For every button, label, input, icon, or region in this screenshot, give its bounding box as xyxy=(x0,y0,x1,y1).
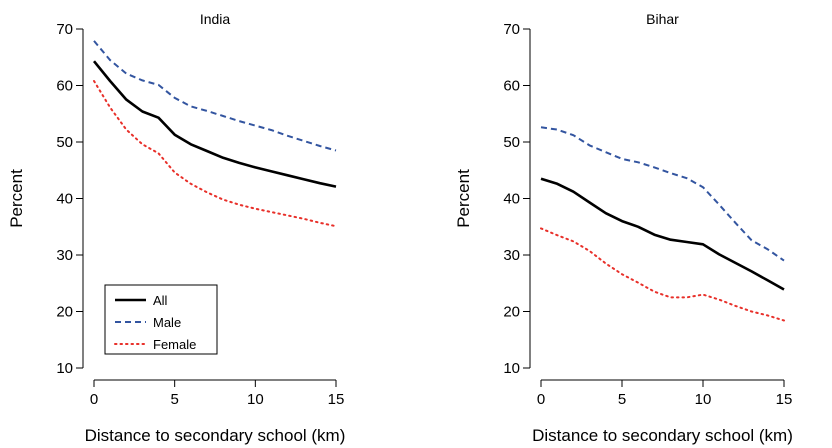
y-tick-label: 40 xyxy=(503,191,520,208)
y-tick-label: 60 xyxy=(56,78,73,95)
y-tick-label: 10 xyxy=(503,360,520,377)
y-tick-label: 60 xyxy=(503,78,520,95)
x-tick-label: 10 xyxy=(695,391,712,408)
x-tick-label: 15 xyxy=(328,391,345,408)
legend-label-female: Female xyxy=(153,337,196,352)
chart-title: Bihar xyxy=(646,11,679,27)
bihar-panel: 10 20 30 40 50 60 70 0 5 10 15 Bihar Distance to sec… xyxy=(454,11,793,445)
x-axis-label: Distance to secondary school (km) xyxy=(85,426,346,445)
x-tick-label: 0 xyxy=(90,391,98,408)
series-line-all xyxy=(540,177,785,291)
series-line-female xyxy=(93,80,337,228)
legend-label-all: All xyxy=(153,293,168,308)
y-tick-label: 40 xyxy=(56,191,73,208)
legend: All Male Female xyxy=(104,284,218,355)
y-tick-label: 70 xyxy=(503,21,520,38)
series-line-all xyxy=(92,60,337,188)
series-line-female xyxy=(540,227,785,322)
india-panel: 10 20 30 40 50 60 70 0 5 10 15 India Distance to sec… xyxy=(7,11,345,445)
y-tick-label: 70 xyxy=(56,21,73,38)
y-tick-label: 20 xyxy=(503,304,520,321)
x-tick-label: 5 xyxy=(170,391,178,408)
series-line-male xyxy=(540,126,785,262)
y-tick-label: 30 xyxy=(503,247,520,264)
chart-title: India xyxy=(200,11,231,27)
x-tick-label: 5 xyxy=(618,391,626,408)
x-axis-label: Distance to secondary school (km) xyxy=(532,426,793,445)
legend-label-male: Male xyxy=(153,315,181,330)
series-line-male xyxy=(93,40,337,152)
x-tick-label: 15 xyxy=(776,391,793,408)
y-axis-label: Percent xyxy=(7,169,26,228)
y-tick-label: 10 xyxy=(56,360,73,377)
x-tick-label: 0 xyxy=(537,391,545,408)
y-tick-label: 30 xyxy=(56,247,73,264)
x-tick-label: 10 xyxy=(247,391,264,408)
legend-box xyxy=(104,284,218,355)
y-tick-label: 50 xyxy=(56,134,73,151)
y-tick-label: 50 xyxy=(503,134,520,151)
y-tick-label: 20 xyxy=(56,304,73,321)
y-axis-label: Percent xyxy=(454,169,473,228)
